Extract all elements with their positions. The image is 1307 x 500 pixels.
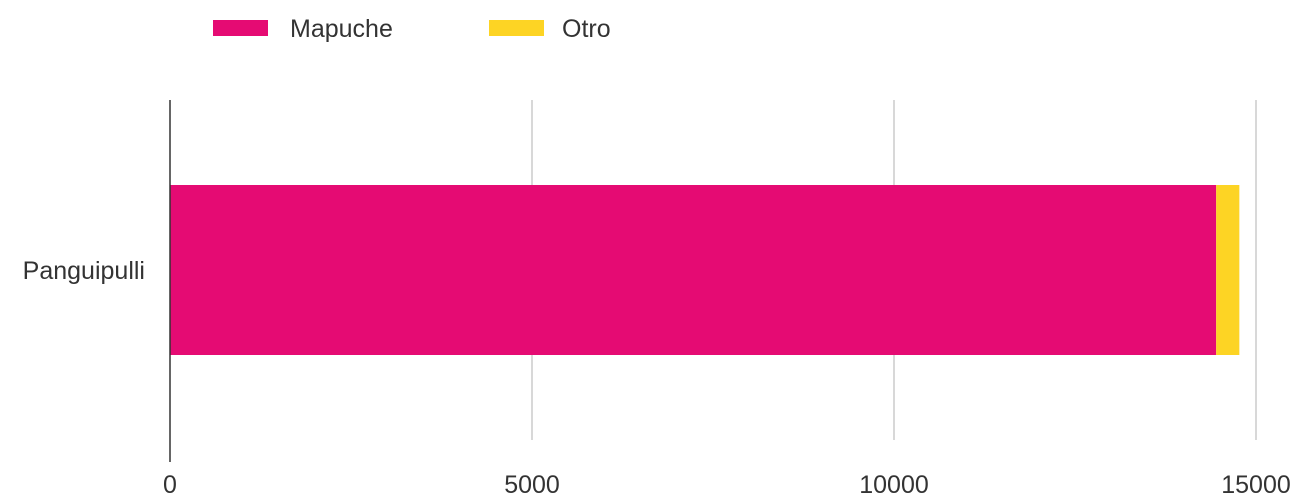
legend-swatch-mapuche: [213, 20, 268, 36]
legend-label-mapuche: Mapuche: [290, 15, 393, 43]
bars: [170, 185, 1240, 355]
x-tick-label-0: 0: [163, 471, 177, 499]
legend: Mapuche Otro: [213, 15, 611, 43]
x-tick-label-15000: 15000: [1221, 471, 1291, 499]
category-labels: Panguipulli: [23, 257, 145, 285]
legend-label-otro: Otro: [562, 15, 611, 43]
x-tick-label-5000: 5000: [504, 471, 560, 499]
bar-mapuche-panguipulli: [170, 185, 1217, 355]
bar-otro-panguipulli: [1216, 185, 1240, 355]
x-tick-label-10000: 10000: [859, 471, 929, 499]
category-label-panguipulli: Panguipulli: [23, 257, 145, 285]
x-tick-labels: 0 5000 10000 15000: [163, 471, 1291, 499]
legend-swatch-otro: [489, 20, 544, 36]
